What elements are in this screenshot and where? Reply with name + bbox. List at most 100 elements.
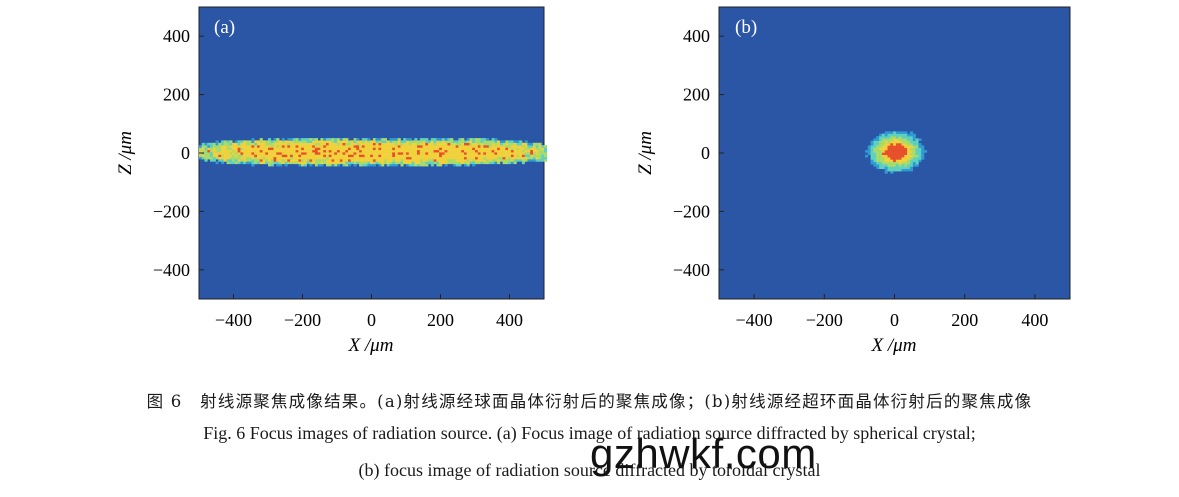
heatmap-cell (480, 145, 484, 148)
heatmap-cell (480, 154, 484, 158)
heatmap-cell (918, 138, 922, 141)
heatmap-cell (458, 138, 462, 141)
heatmap-cell (436, 140, 440, 143)
heatmap-cell (472, 159, 476, 162)
heatmap-cell (887, 152, 891, 155)
heatmap-cell (265, 161, 269, 165)
heatmap-cell (309, 145, 313, 148)
heatmap-cell (234, 152, 238, 155)
heatmap-cell (887, 133, 891, 137)
heatmap-cell (254, 154, 258, 158)
heatmap-cell (480, 147, 484, 151)
heatmap-cell (464, 149, 468, 153)
heatmap-cell (328, 154, 332, 158)
heatmap-cell (464, 142, 468, 146)
heatmap-cell (867, 147, 871, 151)
heatmap-cell (317, 154, 321, 158)
heatmap-cell (508, 159, 512, 162)
heatmap-cell (425, 149, 429, 153)
heatmap-cell (455, 149, 459, 153)
heatmap-cell (516, 142, 520, 146)
heatmap-cell (524, 142, 528, 146)
heatmap-cell (287, 142, 291, 146)
heatmap-cell (312, 156, 316, 160)
heatmap-cell (510, 156, 514, 160)
heatmap-cell (887, 140, 891, 144)
heatmap-cell (270, 156, 274, 160)
heatmap-cell (538, 145, 542, 148)
heatmap-cell (331, 138, 335, 141)
heatmap-cell (422, 147, 426, 151)
heatmap-cell (312, 149, 316, 153)
heatmap-cell (290, 145, 294, 148)
heatmap-cell (397, 140, 401, 143)
heatmap-cell (901, 168, 905, 172)
heatmap-cell (433, 159, 437, 162)
heatmap-cell (353, 159, 357, 162)
heatmap-cell (210, 145, 214, 148)
heatmap-cell (486, 152, 490, 155)
heatmap-cell (488, 152, 492, 155)
heatmap-cell (441, 161, 445, 165)
heatmap-cell (215, 145, 219, 148)
heatmap-cell (450, 145, 454, 148)
heatmap-cell (265, 159, 269, 162)
heatmap-cell (419, 147, 423, 151)
heatmap-cell (361, 138, 365, 141)
heatmap-cell (243, 145, 247, 148)
heatmap-cell (486, 159, 490, 162)
heatmap-cell (870, 150, 874, 153)
heatmap-cell (279, 142, 283, 146)
heatmap-cell (383, 145, 387, 148)
heatmap-cell (237, 149, 241, 153)
heatmap-cell (270, 163, 274, 167)
heatmap-cell (381, 138, 385, 141)
heatmap-cell (530, 159, 534, 162)
heatmap-cell (309, 147, 313, 151)
heatmap-cell (890, 147, 894, 151)
heatmap-cell (314, 142, 318, 146)
heatmap-cell (901, 147, 905, 151)
heatmap-cell (328, 142, 332, 146)
heatmap-cell (912, 152, 916, 155)
heatmap-cell (419, 159, 423, 162)
heatmap-cell (403, 140, 407, 143)
heatmap-cell (513, 161, 517, 165)
heatmap-cell (873, 157, 877, 160)
heatmap-cell (510, 147, 514, 151)
heatmap-cell (248, 152, 252, 155)
heatmap-cell (303, 161, 307, 165)
heatmap-cell (461, 154, 465, 158)
heatmap-cell (367, 159, 371, 162)
heatmap-cell (287, 161, 291, 165)
heatmap-cell (494, 149, 498, 153)
heatmap-cell (201, 147, 205, 151)
heatmap-cell (276, 156, 280, 160)
heatmap-cell (234, 147, 238, 151)
heatmap-cell (425, 159, 429, 162)
heatmap-cell (290, 149, 294, 153)
heatmap-cell (303, 138, 307, 141)
heatmap-cell (909, 157, 913, 160)
heatmap-cell (430, 152, 434, 155)
heatmap-cell (265, 145, 269, 148)
heatmap-cell (441, 156, 445, 160)
heatmap-cell (237, 152, 241, 155)
heatmap-cell (240, 159, 244, 162)
heatmap-cell (389, 163, 393, 167)
heatmap-cell (320, 161, 324, 165)
heatmap-cell (893, 154, 897, 158)
heatmap-cell (898, 145, 902, 148)
heatmap-cell (466, 149, 470, 153)
heatmap-cell (215, 140, 219, 143)
heatmap-cell (904, 159, 908, 162)
heatmap-cell (450, 138, 454, 141)
heatmap-cell (488, 149, 492, 153)
heatmap-cell (229, 147, 233, 151)
heatmap-cell (505, 149, 509, 153)
heatmap-cell (898, 161, 902, 165)
heatmap-cell (309, 161, 313, 165)
heatmap-cell (268, 145, 272, 148)
heatmap-cell (240, 152, 244, 155)
heatmap-cell (408, 156, 412, 160)
